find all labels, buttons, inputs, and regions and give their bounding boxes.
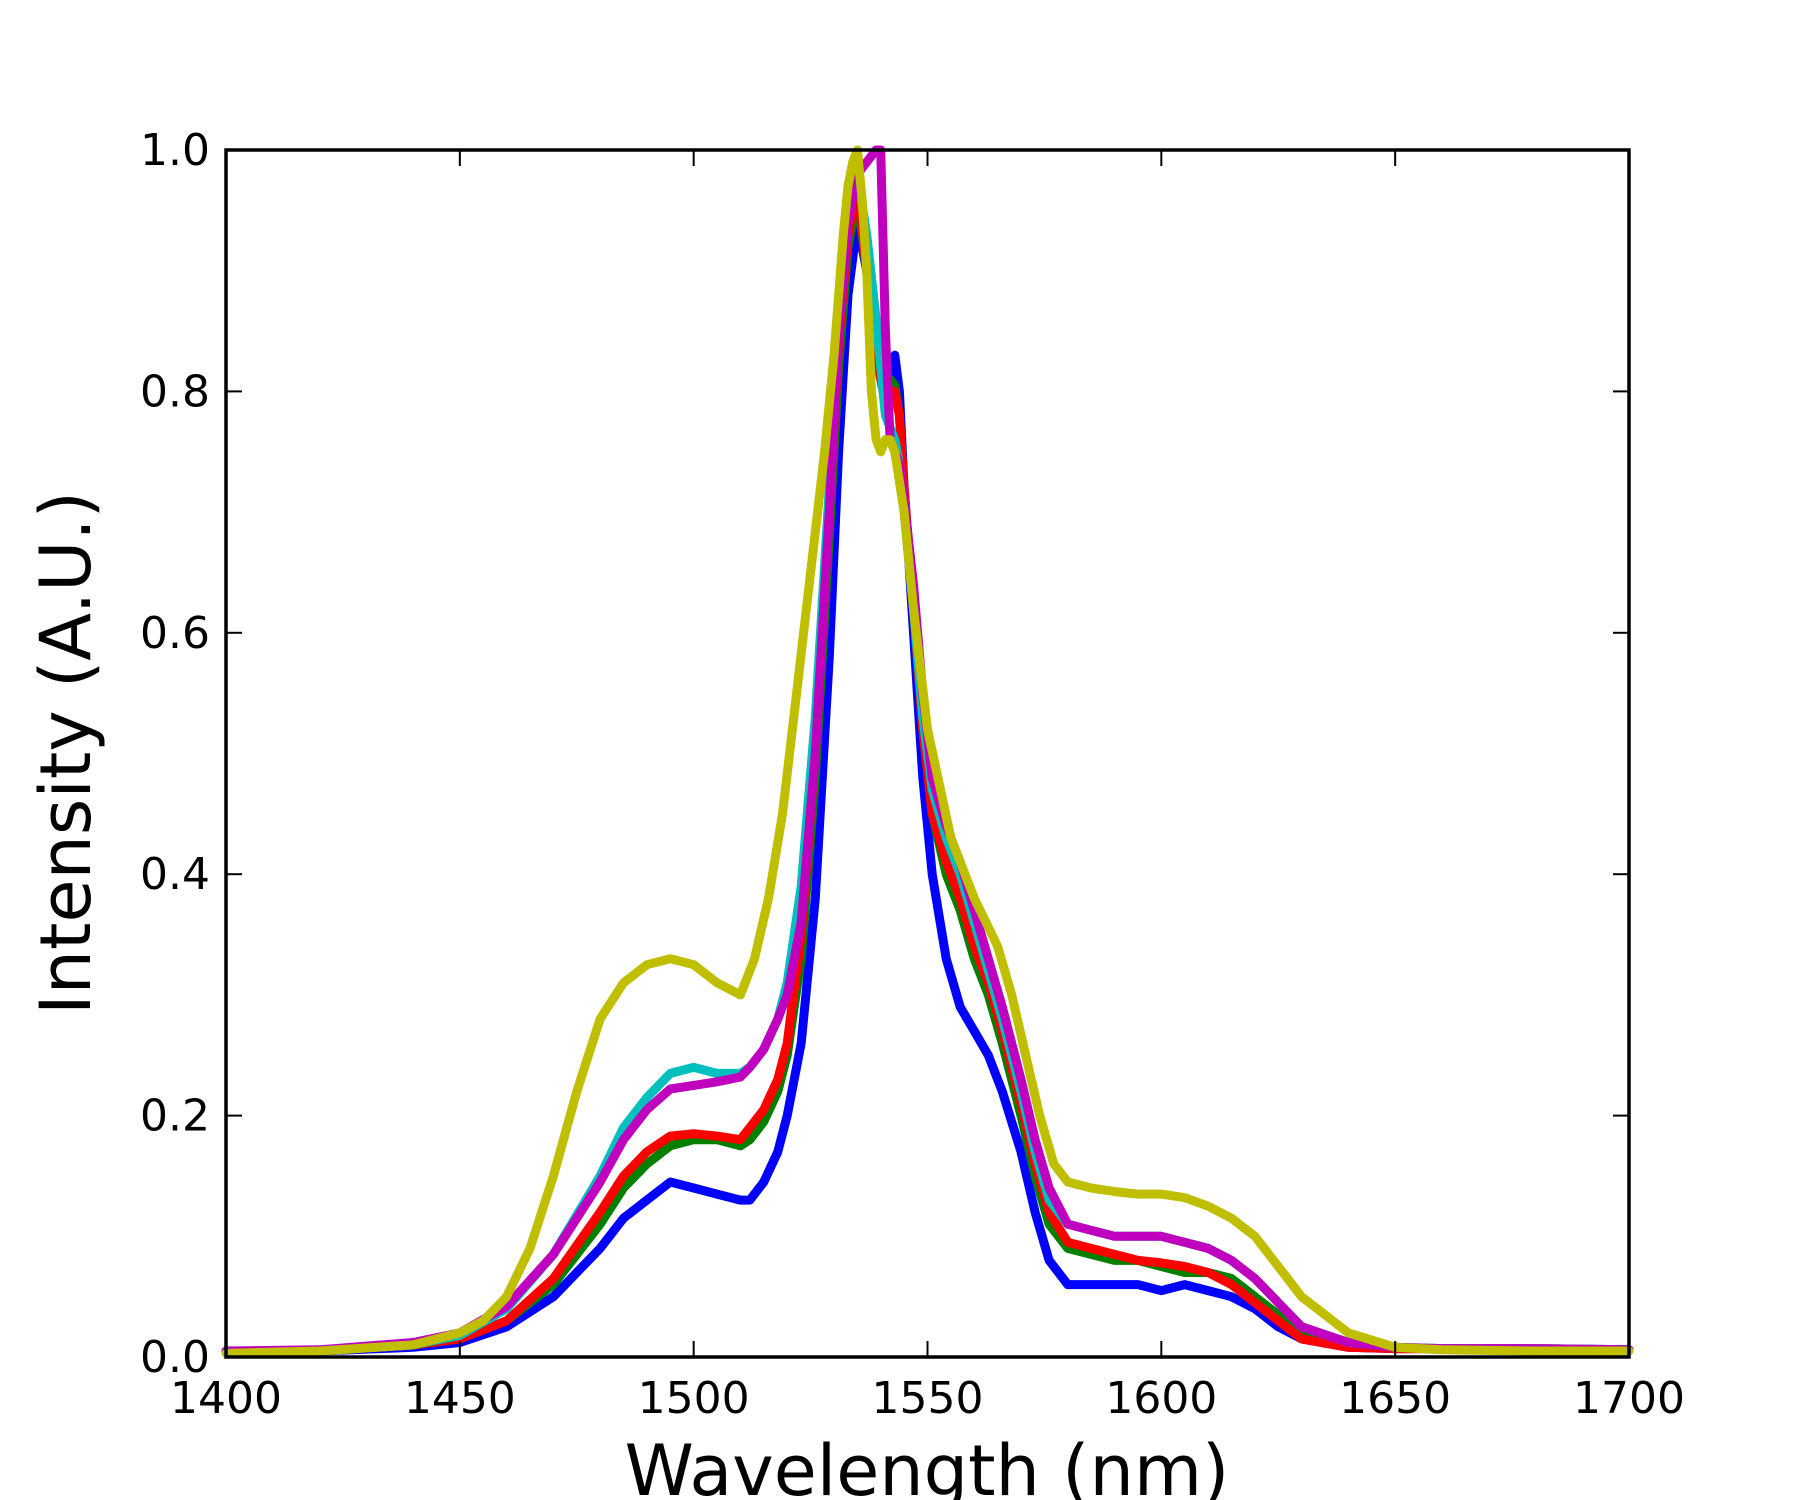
series-line-3: [221, 181, 1634, 1356]
y-tick-label: 0.2: [140, 1091, 210, 1142]
y-axis-label: Intensity (A.U.): [25, 491, 107, 1015]
y-tick-label: 0.8: [140, 366, 210, 417]
y-tick-label: 0.4: [140, 849, 210, 900]
tick-layer: [225, 149, 1630, 1358]
y-tick-label: 0.0: [140, 1332, 210, 1383]
x-tick-label: 1550: [872, 1373, 984, 1424]
x-tick-label: 1600: [1105, 1373, 1217, 1424]
y-tick-label: 0.6: [140, 608, 210, 659]
series-layer: [221, 145, 1634, 1358]
x-axis-label: Wavelength (nm): [625, 1430, 1230, 1500]
y-tick-labels: 0.0 0.2 0.4 0.6 0.8 1.0: [140, 125, 210, 1383]
x-tick-label: 1700: [1573, 1373, 1685, 1424]
x-tick-label: 1650: [1339, 1373, 1451, 1424]
x-tick-label: 1400: [170, 1373, 282, 1424]
x-tick-label: 1450: [404, 1373, 516, 1424]
series-line-6: [221, 145, 1634, 1358]
y-tick-label: 1.0: [140, 125, 210, 176]
x-tick-label: 1500: [638, 1373, 750, 1424]
x-tick-labels: 1400 1450 1500 1550 1600 1650 1700: [170, 1373, 1685, 1424]
